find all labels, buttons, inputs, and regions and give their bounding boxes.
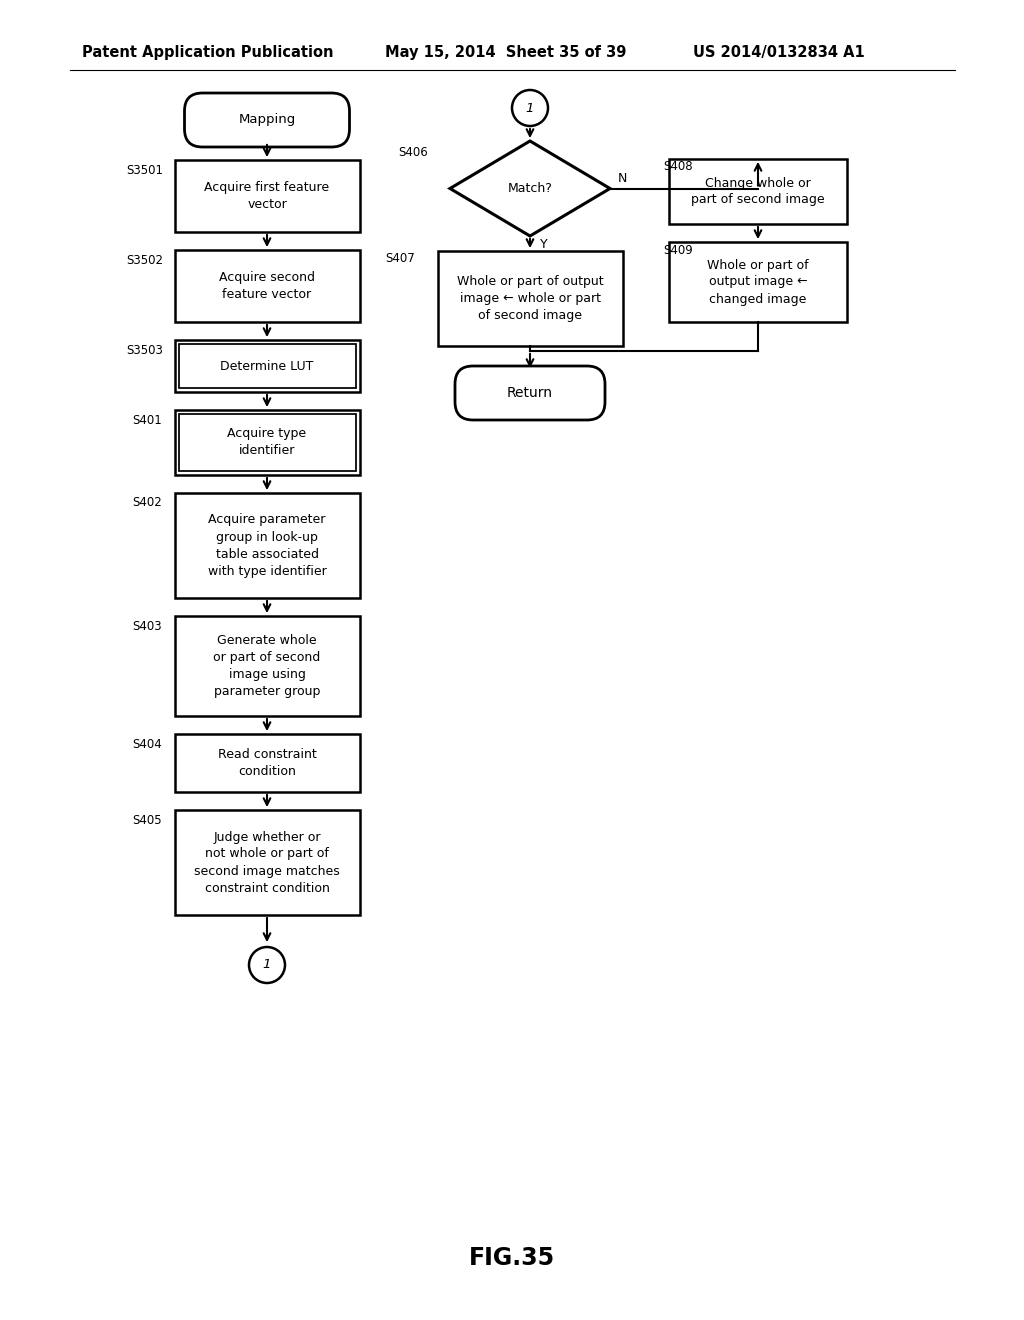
Text: Judge whether or
not whole or part of
second image matches
constraint condition: Judge whether or not whole or part of se…: [195, 830, 340, 895]
Text: Determine LUT: Determine LUT: [220, 359, 313, 372]
Text: Read constraint
condition: Read constraint condition: [218, 748, 316, 777]
Bar: [669, 158, 847, 224]
Bar: [174, 160, 359, 232]
Text: FIG.35: FIG.35: [469, 1246, 555, 1270]
Text: Patent Application Publication: Patent Application Publication: [82, 45, 334, 59]
Text: N: N: [618, 172, 628, 185]
Bar: [437, 251, 623, 346]
Bar: [174, 616, 359, 715]
Bar: [178, 414, 355, 471]
Text: S401: S401: [132, 413, 162, 426]
FancyBboxPatch shape: [455, 366, 605, 420]
Text: Whole or part of output
image ← whole or part
of second image: Whole or part of output image ← whole or…: [457, 275, 603, 322]
Bar: [174, 341, 359, 392]
Bar: [174, 249, 359, 322]
Bar: [178, 345, 355, 388]
Text: S405: S405: [132, 813, 162, 826]
Text: S409: S409: [663, 243, 693, 256]
Text: Change whole or
part of second image: Change whole or part of second image: [691, 177, 824, 206]
Text: S402: S402: [132, 496, 162, 510]
Text: 1: 1: [525, 102, 535, 115]
Circle shape: [249, 946, 285, 983]
Text: Acquire type
identifier: Acquire type identifier: [227, 428, 306, 458]
Text: S408: S408: [663, 161, 692, 173]
FancyBboxPatch shape: [184, 92, 349, 147]
Bar: [669, 242, 847, 322]
Text: Acquire parameter
group in look-up
table associated
with type identifier: Acquire parameter group in look-up table…: [208, 513, 327, 578]
Text: Match?: Match?: [508, 182, 552, 195]
Text: Whole or part of
output image ←
changed image: Whole or part of output image ← changed …: [708, 259, 809, 305]
Text: Acquire first feature
vector: Acquire first feature vector: [205, 181, 330, 211]
Text: Acquire second
feature vector: Acquire second feature vector: [219, 271, 315, 301]
Text: Return: Return: [507, 385, 553, 400]
Text: 1: 1: [263, 958, 271, 972]
Text: S404: S404: [132, 738, 162, 751]
Circle shape: [512, 90, 548, 125]
Text: Mapping: Mapping: [239, 114, 296, 127]
Text: Generate whole
or part of second
image using
parameter group: Generate whole or part of second image u…: [213, 634, 321, 698]
Bar: [174, 492, 359, 598]
Bar: [174, 411, 359, 475]
Polygon shape: [450, 141, 610, 236]
Text: S3503: S3503: [127, 343, 164, 356]
Text: Y: Y: [540, 238, 548, 251]
Bar: [174, 810, 359, 915]
Bar: [174, 734, 359, 792]
Text: S3501: S3501: [127, 164, 164, 177]
Text: S3502: S3502: [127, 253, 164, 267]
Text: US 2014/0132834 A1: US 2014/0132834 A1: [693, 45, 864, 59]
Text: S407: S407: [385, 252, 416, 265]
Text: S403: S403: [132, 619, 162, 632]
Text: S406: S406: [398, 147, 428, 160]
Text: May 15, 2014  Sheet 35 of 39: May 15, 2014 Sheet 35 of 39: [385, 45, 627, 59]
